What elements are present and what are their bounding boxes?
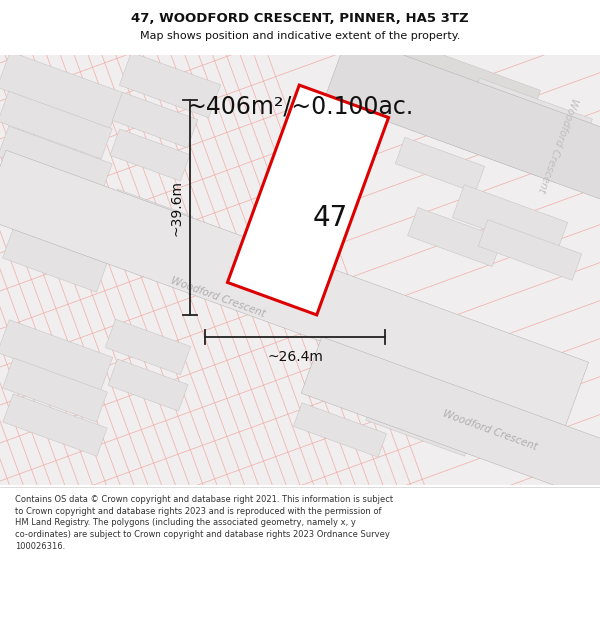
Polygon shape [112, 92, 198, 148]
Polygon shape [108, 229, 188, 281]
Polygon shape [452, 185, 568, 255]
Polygon shape [366, 394, 474, 456]
Polygon shape [108, 359, 188, 411]
Text: Contains OS data © Crown copyright and database right 2021. This information is : Contains OS data © Crown copyright and d… [15, 495, 393, 551]
Polygon shape [293, 403, 386, 457]
Text: ~26.4m: ~26.4m [267, 350, 323, 364]
Polygon shape [119, 52, 221, 118]
Polygon shape [107, 189, 193, 245]
Polygon shape [227, 85, 389, 315]
Polygon shape [2, 228, 107, 292]
Polygon shape [395, 138, 485, 192]
Polygon shape [0, 126, 112, 194]
Text: Woodford Crescent: Woodford Crescent [442, 408, 539, 452]
Polygon shape [455, 118, 565, 182]
Text: 47: 47 [313, 204, 347, 232]
Polygon shape [325, 35, 600, 225]
Polygon shape [0, 150, 589, 430]
Text: Woodford Crescent: Woodford Crescent [536, 96, 580, 194]
Polygon shape [301, 337, 600, 523]
Polygon shape [0, 52, 123, 128]
Polygon shape [3, 394, 107, 456]
Text: 47, WOODFORD CRESCENT, PINNER, HA5 3TZ: 47, WOODFORD CRESCENT, PINNER, HA5 3TZ [131, 12, 469, 25]
Polygon shape [355, 354, 475, 426]
Polygon shape [0, 190, 113, 260]
Text: ~39.6m: ~39.6m [169, 179, 183, 236]
Polygon shape [379, 38, 541, 132]
Polygon shape [467, 78, 592, 152]
Polygon shape [2, 358, 107, 422]
Polygon shape [458, 366, 562, 428]
Polygon shape [407, 208, 502, 266]
Text: Map shows position and indicative extent of the property.: Map shows position and indicative extent… [140, 31, 460, 41]
Polygon shape [0, 320, 113, 390]
Polygon shape [0, 91, 112, 159]
Text: Woodford Crescent: Woodford Crescent [169, 275, 266, 319]
Polygon shape [110, 129, 190, 181]
Text: ~406m²/~0.100ac.: ~406m²/~0.100ac. [187, 95, 413, 119]
Polygon shape [105, 319, 191, 375]
Polygon shape [468, 401, 562, 459]
Polygon shape [392, 93, 497, 157]
Polygon shape [478, 220, 582, 280]
